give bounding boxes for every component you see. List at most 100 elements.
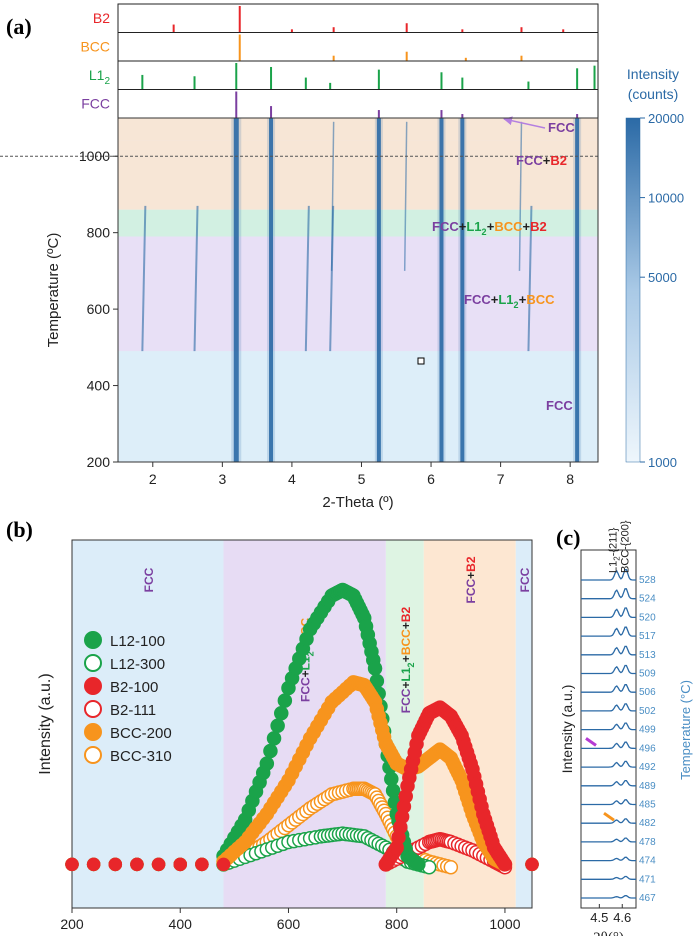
temperature-label: 496 xyxy=(639,743,656,754)
phase-sub: 2 xyxy=(513,300,518,310)
phase-fcc: FCC xyxy=(399,688,413,713)
cursor-marker xyxy=(417,357,425,365)
x-tick-label: 2 xyxy=(149,471,157,487)
phase-label: FCC+L12 +BCC+B2 xyxy=(399,606,416,713)
plus-sign: + xyxy=(487,219,495,234)
phase-label: FCC xyxy=(546,398,573,413)
pattern-trace xyxy=(581,875,636,880)
x-tick-label: 1000 xyxy=(489,916,520,932)
x-tick-label: 8 xyxy=(566,471,574,487)
phase-fcc: FCC xyxy=(464,579,478,604)
data-point xyxy=(173,857,187,872)
phase-fcc: FCC xyxy=(516,153,543,168)
plus-sign: + xyxy=(523,219,531,234)
panel-c: (c) 528 524 520 517 513 509 506 502 499 496 492 489… xyxy=(556,520,693,936)
fcc-diffraction-line xyxy=(460,118,465,462)
fcc-line-halo xyxy=(437,118,446,462)
phase-bcc: BCC xyxy=(399,629,413,655)
temperature-label: 499 xyxy=(639,725,656,736)
data-point xyxy=(385,783,401,798)
data-point xyxy=(411,857,426,872)
phase-b2: B2 xyxy=(464,556,478,572)
pattern-trace xyxy=(581,741,636,750)
phase-sub: 2 xyxy=(306,651,316,656)
y2-axis-title: Temperature (°C) xyxy=(678,680,693,780)
legend-label: BCC-310 xyxy=(110,748,172,765)
colorbar: Intensity (counts) 20000 10000 5000 1000 xyxy=(625,66,684,470)
legend-label: L12-300 xyxy=(110,656,165,673)
panel-c-label: (c) xyxy=(556,525,580,550)
data-point xyxy=(277,693,293,708)
temperature-label: 513 xyxy=(639,650,656,661)
phase-b2: B2 xyxy=(550,153,567,168)
phase-l1: L1 xyxy=(399,667,413,681)
fcc-diffraction-line xyxy=(575,118,580,462)
phase-label: FCC xyxy=(548,120,575,135)
temperature-label: 467 xyxy=(639,893,656,904)
data-point xyxy=(86,857,101,872)
fcc-line-halo xyxy=(458,118,467,462)
indicator-arrow xyxy=(585,737,597,747)
plus-sign: + xyxy=(519,292,527,307)
temperature-label: 485 xyxy=(639,799,656,810)
l12-superlattice-line xyxy=(304,205,310,352)
phase-b2: B2 xyxy=(530,219,547,234)
colorbar-tick-label: 10000 xyxy=(648,191,684,206)
phase-band xyxy=(118,236,598,352)
plus-sign: + xyxy=(464,572,478,579)
legend-label: L12-100 xyxy=(110,633,165,650)
pattern-trace xyxy=(581,760,636,768)
temperature-label: 528 xyxy=(639,575,656,586)
x-tick-label: 400 xyxy=(169,916,193,932)
y-tick-label: 600 xyxy=(87,301,111,317)
fcc-line-halo xyxy=(231,118,242,462)
temperature-label: 502 xyxy=(639,706,656,717)
temperature-label: 474 xyxy=(639,856,656,867)
data-point xyxy=(108,857,123,872)
x-tick-label: 3 xyxy=(218,471,226,487)
data-point xyxy=(384,771,399,787)
colorbar-gradient xyxy=(625,117,641,463)
pattern-trace xyxy=(581,818,636,824)
bcc-b2-line xyxy=(403,121,408,271)
x-tick-label: 6 xyxy=(427,471,435,487)
phase-fcc: FCC xyxy=(299,677,313,702)
pattern-trace xyxy=(581,607,636,619)
data-point xyxy=(525,857,539,872)
phase-fcc: FCC xyxy=(142,567,156,592)
colorbar-tick-label: 20000 xyxy=(648,111,684,126)
x-tick-label: 600 xyxy=(277,916,301,932)
ref-strip-fcc xyxy=(117,89,599,119)
phase-sub: 2 xyxy=(406,662,416,667)
fcc-diffraction-line xyxy=(376,118,381,462)
pattern-trace xyxy=(581,645,636,656)
ref-strip-bcc xyxy=(117,32,599,62)
x-tick-label: 7 xyxy=(497,471,505,487)
phase-band xyxy=(118,351,598,462)
pattern-trace xyxy=(581,895,636,899)
pattern-trace xyxy=(581,799,636,806)
colorbar-subtitle: (counts) xyxy=(628,86,679,102)
x-tick-label: 800 xyxy=(385,916,409,932)
ref-label-sub: 2 xyxy=(104,76,110,87)
phase-fcc: FCC xyxy=(518,567,532,592)
fcc-line-halo xyxy=(267,118,276,462)
phase-bcc: BCC xyxy=(494,219,523,234)
x-tick-label: 200 xyxy=(60,916,84,932)
ref-label-b2: B2 xyxy=(93,10,110,26)
plus-sign: + xyxy=(459,219,467,234)
x-tick-label: 4.6 xyxy=(613,910,631,925)
phase-label: FCC+L12 +BCC xyxy=(464,292,555,310)
pattern-trace xyxy=(581,856,636,862)
temperature-label: 478 xyxy=(639,837,656,848)
x-tick-label: 5 xyxy=(358,471,366,487)
ref-strip-b2 xyxy=(117,3,599,33)
fcc-diffraction-line xyxy=(269,118,274,462)
data-point xyxy=(259,756,275,771)
plus-sign: + xyxy=(491,292,499,307)
region-band xyxy=(515,540,532,908)
pattern-trace xyxy=(581,684,636,693)
temperature-label: 471 xyxy=(639,874,656,885)
phase-l1: L1 xyxy=(498,292,513,307)
